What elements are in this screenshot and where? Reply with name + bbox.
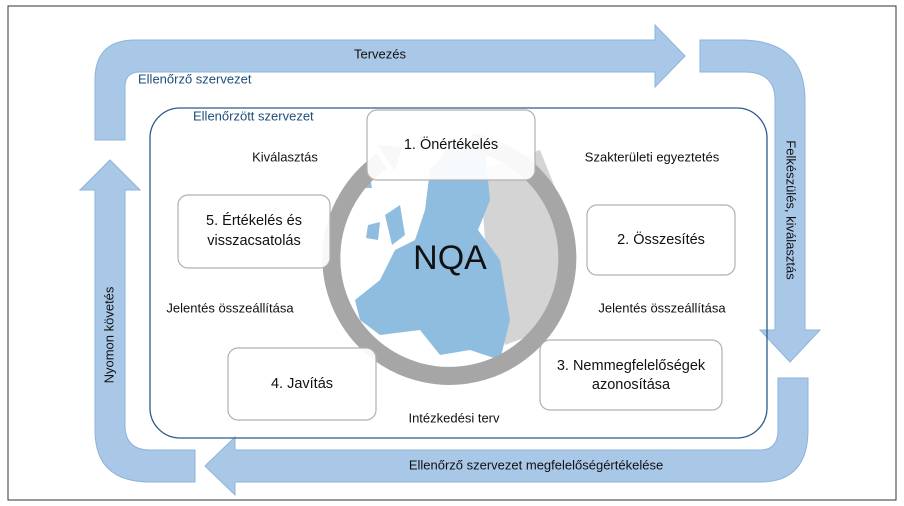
cycle-right: Felkészülés, kiválasztás	[784, 140, 799, 280]
transition-label: Jelentés összeállítása	[598, 300, 726, 315]
step-label: 3. Nemmegfelelőségek	[557, 358, 706, 374]
step-box	[586, 204, 736, 276]
arrow-right	[699, 39, 822, 363]
transition-label: Jelentés összeállítása	[166, 300, 294, 315]
arrow-top	[94, 23, 686, 141]
step-box	[366, 109, 536, 181]
transition-label: Kiválasztás	[252, 149, 318, 164]
transition-label: Intézkedési terv	[408, 410, 500, 425]
outer-label: Ellenőrző szervezet	[138, 71, 252, 86]
inner-label: Ellenőrzött szervezet	[193, 108, 314, 123]
cycle-top: Tervezés	[354, 46, 407, 61]
step-label: 5. Értékelés és	[206, 212, 302, 229]
cycle-bottom: Ellenőrző szervezet megfelelőségértékelé…	[409, 457, 663, 472]
inner-frame	[149, 107, 768, 439]
step-box	[177, 194, 331, 269]
step-label: azonosítása	[592, 377, 671, 393]
step-box	[539, 339, 723, 411]
step-label: 4. Javítás	[271, 376, 333, 392]
transition-label: Szakterületi egyeztetés	[585, 149, 720, 164]
center-label: NQA	[413, 239, 487, 277]
arrow-bottom	[204, 377, 809, 497]
frame	[7, 5, 897, 501]
step-box	[227, 347, 377, 421]
arrow-left	[78, 159, 196, 483]
step-label: 1. Önértékelés	[404, 135, 498, 153]
step-label: 2. Összesítés	[617, 230, 705, 248]
cycle-left: Nyomon követés	[101, 286, 116, 383]
step-label: visszacsatolás	[207, 233, 300, 249]
cycle-arrow	[322, 132, 577, 385]
